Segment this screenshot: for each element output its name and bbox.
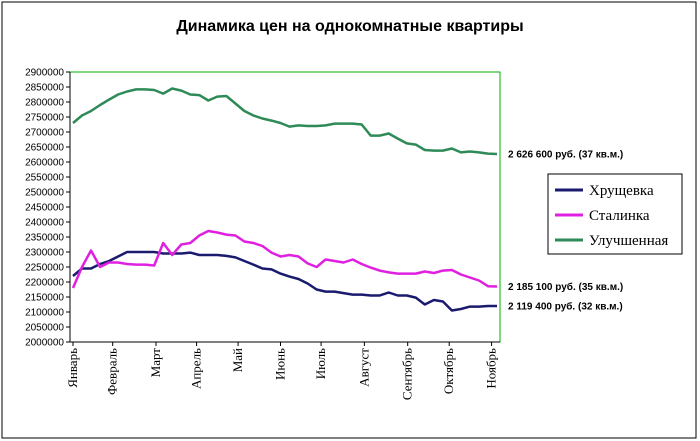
y-tick-label: 2350000 <box>25 233 64 244</box>
x-tick-label: Сентябрь <box>400 348 415 400</box>
end-value-label: 2 626 600 руб. (37 кв.м.) <box>508 149 623 161</box>
y-tick-label: 2850000 <box>25 83 64 94</box>
x-tick-label: Ноябрь <box>484 348 499 389</box>
x-tick-label: Февраль <box>105 348 120 395</box>
y-tick-label: 2600000 <box>25 158 64 169</box>
x-tick-label: Март <box>148 348 163 378</box>
plot-area <box>69 71 501 343</box>
y-tick-label: 2200000 <box>25 278 64 289</box>
series-line-Улучшенная <box>72 87 498 156</box>
y-tick-label: 2050000 <box>25 323 64 334</box>
y-tick-label: 2300000 <box>25 248 64 259</box>
legend-label: Хрущевка <box>589 183 654 199</box>
legend-label: Улучшенная <box>589 233 668 249</box>
y-tick-label: 2450000 <box>25 203 64 214</box>
legend-label: Сталинка <box>589 208 650 224</box>
x-tick-label: Октябрь <box>441 348 456 394</box>
x-tick-label: Апрель <box>189 348 204 389</box>
y-tick-label: 2900000 <box>25 68 64 79</box>
series-line-Сталинка <box>71 229 498 289</box>
y-tick-label: 2750000 <box>25 113 64 124</box>
y-tick-label: 2400000 <box>25 218 64 229</box>
x-tick-label: Июль <box>313 348 328 379</box>
series-line-Хрущевка <box>72 250 497 312</box>
x-axis-ticks: Январь Февраль Март Апрель Май Июнь Июль Август… <box>65 342 499 400</box>
y-tick-label: 2150000 <box>25 293 64 304</box>
x-tick-label: Январь <box>65 348 80 388</box>
x-tick-label: Май <box>230 348 245 372</box>
chart-title: Динамика цен на однокомнатные квартиры <box>176 18 523 35</box>
y-tick-label: 2550000 <box>25 173 64 184</box>
x-tick-label: Август <box>356 348 371 387</box>
y-tick-label: 2700000 <box>25 128 64 139</box>
y-tick-label: 2100000 <box>25 308 64 319</box>
x-tick-label: Июнь <box>272 348 287 380</box>
legend: Хрущевка Сталинка Улучшенная <box>547 173 683 255</box>
y-tick-label: 2800000 <box>25 98 64 109</box>
y-tick-label: 2650000 <box>25 143 64 154</box>
series-lines <box>71 87 498 312</box>
end-value-annotations: 2 626 600 руб. (37 кв.м.) 2 185 100 руб. … <box>508 149 623 313</box>
y-tick-label: 2500000 <box>25 188 64 199</box>
y-tick-label: 2250000 <box>25 263 64 274</box>
end-value-label: 2 119 400 руб. (32 кв.м.) <box>508 301 623 313</box>
y-tick-label: 2000000 <box>25 338 64 349</box>
y-axis-ticks: 2000000 2050000 2100000 2150000 2200000 22500… <box>25 68 70 349</box>
end-value-label: 2 185 100 руб. (35 кв.м.) <box>508 281 623 293</box>
